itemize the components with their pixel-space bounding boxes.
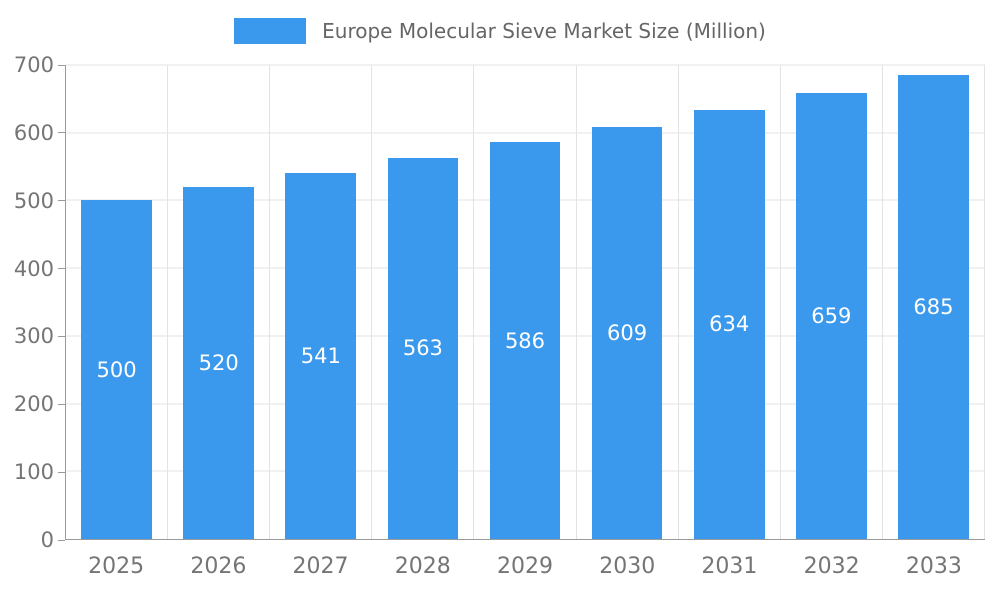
y-tick-mark-icon [58, 471, 65, 473]
x-tick-label-2026: 2026 [190, 554, 247, 579]
gridline-600 [66, 132, 985, 134]
x-axis-labels: 2025 2026 2027 2028 2029 2030 2031 2032 2033 [65, 550, 985, 584]
x-tick-label-2031: 2031 [701, 554, 758, 579]
y-tick-300: 300 [14, 323, 65, 349]
bar-2030[interactable]: 609 [591, 126, 663, 539]
x-tick-label-2027: 2027 [292, 554, 349, 579]
x-tick-label-2028: 2028 [394, 554, 451, 579]
y-tick-mark-icon [58, 403, 65, 405]
y-tick-label: 200 [13, 392, 54, 417]
bar-2028[interactable]: 563 [387, 157, 459, 539]
bar-2027[interactable]: 541 [285, 172, 357, 539]
y-axis-labels: 0 100 200 300 400 500 600 700 [0, 53, 65, 552]
bar-2026[interactable]: 520 [183, 186, 255, 539]
y-tick-100: 100 [14, 459, 65, 485]
bar-value-label: 563 [402, 336, 443, 361]
y-tick-700: 700 [14, 52, 65, 78]
y-tick-label: 700 [13, 53, 54, 77]
bar-value-label: 609 [607, 320, 648, 345]
legend-label: Europe Molecular Sieve Market Size (Mill… [322, 19, 766, 43]
bar-2032[interactable]: 659 [795, 92, 867, 539]
y-tick-600: 600 [14, 120, 65, 146]
bar-cell-2025: 500 [66, 65, 169, 539]
y-tick-label: 300 [13, 324, 54, 349]
y-tick-400: 400 [14, 256, 65, 282]
y-tick-0: 0 [41, 527, 65, 553]
bar-value-label: 520 [198, 350, 239, 375]
y-tick-label: 400 [13, 256, 54, 281]
y-tick-mark-icon [58, 539, 65, 541]
bar-value-label: 659 [811, 303, 852, 328]
plot-area: 500 520 541 563 586 609 634 659 685 [65, 64, 985, 540]
y-tick-mark-icon [58, 64, 65, 66]
bar-cell-2029: 586 [474, 65, 577, 539]
y-tick-mark-icon [58, 132, 65, 134]
y-tick-label: 0 [40, 528, 54, 552]
x-tick-label-2033: 2033 [905, 554, 962, 579]
y-tick-label: 100 [13, 460, 54, 485]
bar-value-label: 586 [504, 328, 546, 353]
bar-cell-2033: 685 [883, 65, 985, 539]
bar-series: 500 520 541 563 586 609 634 659 685 [66, 65, 985, 539]
bar-value-label: 541 [300, 343, 341, 368]
x-tick-label-2029: 2029 [496, 554, 553, 579]
bar-cell-2032: 659 [781, 65, 883, 539]
legend-swatch-icon [234, 18, 307, 44]
y-tick-200: 200 [14, 391, 65, 417]
bar-cell-2027: 541 [270, 65, 373, 539]
x-tick-label-2030: 2030 [599, 554, 656, 579]
bar-2031[interactable]: 634 [693, 109, 765, 539]
y-tick-label: 500 [13, 188, 54, 213]
bar-cell-2030: 609 [577, 65, 679, 539]
bar-2025[interactable]: 500 [81, 200, 152, 539]
bar-value-label: 685 [913, 295, 954, 320]
gridline-700 [66, 64, 985, 66]
bar-value-label: 500 [96, 357, 137, 382]
bar-cell-2028: 563 [372, 65, 475, 539]
y-tick-mark-icon [58, 200, 65, 202]
y-tick-label: 600 [13, 120, 54, 145]
bar-cell-2031: 634 [679, 65, 781, 539]
x-tick-label-2025: 2025 [88, 554, 145, 579]
y-tick-500: 500 [14, 188, 65, 214]
chart-legend[interactable]: Europe Molecular Sieve Market Size (Mill… [0, 15, 1000, 47]
bar-cell-2026: 520 [168, 65, 271, 539]
y-tick-mark-icon [58, 268, 65, 270]
x-tick-label-2032: 2032 [803, 554, 860, 579]
bar-2029[interactable]: 586 [489, 142, 561, 539]
y-tick-mark-icon [58, 335, 65, 337]
bar-value-label: 634 [709, 312, 750, 337]
bar-2033[interactable]: 685 [898, 75, 969, 539]
